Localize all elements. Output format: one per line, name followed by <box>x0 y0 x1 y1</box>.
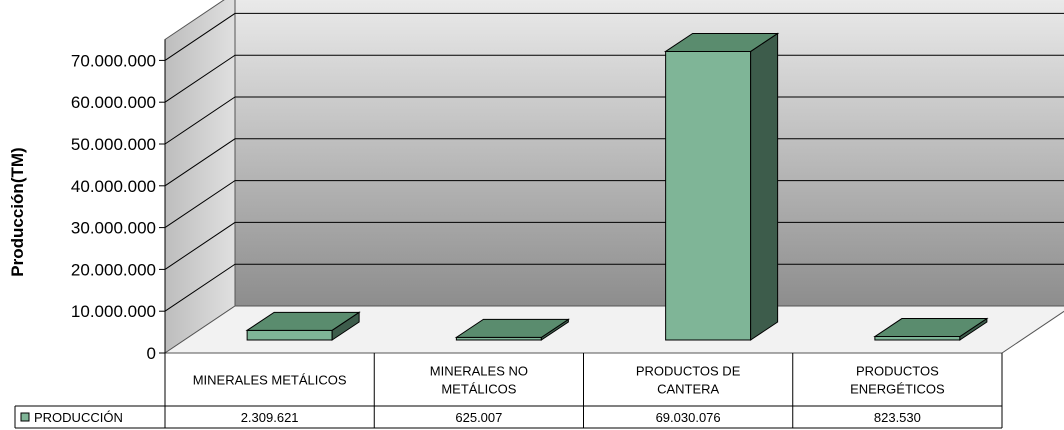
bar-top <box>245 311 361 331</box>
gridline <box>164 96 1064 145</box>
data-table: MINERALES METÁLICOS MINERALES NO METÁLICOS… <box>14 353 1003 429</box>
y-axis-ticks: 0 10.000.000 20.000.000 30.000.000 40.000.00… <box>71 39 166 363</box>
gridline <box>164 12 1064 61</box>
y-tick-label: 0 <box>147 344 156 363</box>
back-wall <box>234 0 1064 307</box>
bar <box>245 311 361 341</box>
gridline <box>164 138 1064 187</box>
gridline <box>164 54 1064 103</box>
value-label: 69.030.076 <box>656 410 721 425</box>
bar-front <box>665 50 752 341</box>
y-tick-label: 60.000.000 <box>71 93 156 112</box>
gridline <box>164 180 1064 229</box>
bar <box>873 317 989 341</box>
gridlines <box>164 12 1064 312</box>
gridline <box>164 263 1064 312</box>
y-axis-title: Producción(TM) <box>8 147 27 276</box>
legend-label: PRODUCCIÓN <box>34 410 123 425</box>
category-label: CANTERA <box>657 382 719 397</box>
gridline <box>164 221 1064 270</box>
category-label: PRODUCTOS <box>856 364 939 379</box>
value-label: 823.530 <box>874 410 921 425</box>
value-label: 625.007 <box>455 410 502 425</box>
bar <box>454 318 571 341</box>
bar-front <box>246 329 333 341</box>
bar-side <box>750 32 779 341</box>
y-tick-label: 30.000.000 <box>71 219 156 238</box>
bar-top <box>454 318 571 338</box>
legend-swatch <box>20 412 30 422</box>
floor <box>163 305 1064 354</box>
bar-top <box>663 32 780 52</box>
category-label: PRODUCTOS DE <box>636 364 741 379</box>
y-tick-label: 70.000.000 <box>71 51 156 70</box>
category-label: MINERALES NO <box>430 364 528 379</box>
category-label: MINERALES METÁLICOS <box>193 373 347 388</box>
category-label: METÁLICOS <box>441 382 516 397</box>
bar-top <box>873 318 989 338</box>
bar-front <box>874 336 961 341</box>
y-tick-label: 10.000.000 <box>71 302 156 321</box>
chart-walls <box>163 0 1064 354</box>
y-tick-label: 50.000.000 <box>71 135 156 154</box>
category-label: ENERGÉTICOS <box>850 382 945 397</box>
bars <box>245 32 989 341</box>
bar <box>663 32 780 341</box>
y-tick-label: 40.000.000 <box>71 177 156 196</box>
value-label: 2.309.621 <box>241 410 299 425</box>
y-tick-label: 20.000.000 <box>71 260 156 279</box>
